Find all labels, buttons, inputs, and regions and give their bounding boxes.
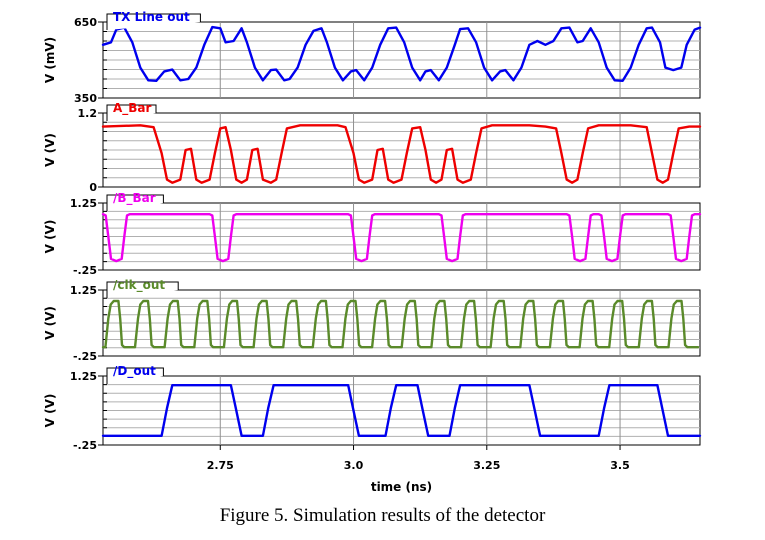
y-axis-label: V (mV) (43, 37, 57, 83)
signal-name-tab: /B_Bar (106, 191, 164, 211)
series-line (101, 213, 702, 263)
series-line (101, 299, 700, 349)
signal-name-tab: A_Bar (106, 101, 157, 121)
y-tick-label: -.25 (73, 350, 97, 363)
tab-border (106, 104, 157, 121)
figure-caption: Figure 5. Simulation results of the dete… (219, 505, 546, 526)
signal-name-label: TX Line out (113, 10, 190, 24)
signal-name-tab: /clk_out (106, 278, 179, 298)
y-tick-label: 1.25 (70, 370, 97, 383)
y-tick-label: -.25 (73, 264, 97, 277)
y-tick-label: 1.2 (78, 107, 98, 120)
x-tick-label: 3.0 (344, 459, 364, 472)
panel-1: TX Line out (98, 10, 702, 99)
signal-name-tab: /D_out (106, 364, 164, 384)
y-tick-label: 1.25 (70, 197, 97, 210)
tab-border (106, 194, 164, 211)
y-tick-label: 1.25 (70, 284, 97, 297)
series-line (101, 25, 702, 82)
panel-5: /D_out (98, 364, 702, 446)
tab-border (106, 13, 201, 30)
panel-2: A_Bar (98, 101, 702, 188)
signal-name-label: A_Bar (113, 101, 152, 116)
y-axis-label: V (V) (43, 133, 57, 167)
signal-name-label: /clk_out (113, 278, 165, 293)
signal-name-label: /B_Bar (113, 191, 156, 206)
series-line (101, 124, 702, 184)
tab-border (106, 367, 164, 384)
panel-3: /B_Bar (98, 191, 702, 271)
panel-4: /clk_out (98, 278, 701, 357)
x-axis-label: time (ns) (371, 480, 432, 494)
signal-name-label: /D_out (113, 364, 156, 379)
x-tick-label: 3.5 (610, 459, 630, 472)
signal-name-tab: TX Line out (106, 10, 201, 30)
y-tick-label: -.25 (73, 439, 97, 452)
x-tick-label: 2.75 (207, 459, 234, 472)
y-tick-label: 350 (74, 92, 97, 105)
y-axis-label: V (V) (43, 220, 57, 254)
tab-border (106, 281, 179, 298)
y-tick-label: 650 (74, 16, 97, 29)
series-line (101, 384, 702, 437)
y-axis-label: V (V) (43, 394, 57, 428)
x-tick-label: 3.25 (473, 459, 500, 472)
y-tick-label: 0 (89, 181, 97, 194)
y-axis-label: V (V) (43, 306, 57, 340)
